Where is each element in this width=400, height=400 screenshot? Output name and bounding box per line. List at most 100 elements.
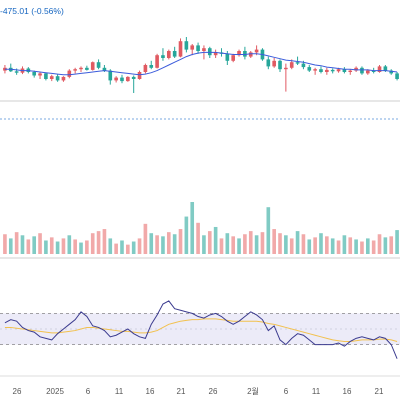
volume-bar	[330, 238, 335, 254]
candle-body	[202, 48, 206, 51]
candle-body	[14, 71, 19, 73]
candle-body	[266, 59, 271, 67]
volume-bar	[178, 229, 183, 254]
rsi-signal-line	[4, 318, 398, 342]
candle-body	[207, 48, 212, 56]
volume-bar	[354, 239, 358, 254]
candle	[243, 46, 247, 60]
volume-pane[interactable]	[0, 202, 400, 259]
volume-bar	[360, 241, 364, 254]
volume-bar	[266, 207, 271, 254]
volume-bar	[196, 222, 200, 254]
candle	[90, 61, 95, 71]
candle-body	[213, 52, 218, 56]
candle	[73, 67, 77, 74]
moving-average-line	[4, 51, 398, 76]
candle-body	[126, 76, 130, 82]
volume-bar	[336, 240, 341, 254]
volume-bar	[254, 235, 259, 254]
volume-bar	[389, 236, 394, 254]
candle	[184, 37, 189, 53]
volume-bar	[301, 234, 306, 254]
candle	[8, 63, 13, 72]
candle-body	[395, 73, 399, 79]
volume-bar	[307, 239, 312, 254]
candle-body	[172, 51, 177, 57]
candle-body	[161, 55, 165, 58]
volume-bar	[14, 232, 19, 254]
volume-bar	[348, 237, 353, 254]
volume-bar	[114, 243, 118, 254]
volume-bar	[231, 236, 236, 254]
candle	[213, 49, 218, 58]
volume-bar	[319, 233, 323, 254]
volume-bar	[248, 231, 253, 254]
candle-body	[336, 69, 341, 72]
volume-bar	[108, 238, 113, 254]
candle-body	[231, 55, 236, 61]
volume-bar	[365, 238, 370, 254]
x-tick-label: 21	[177, 387, 186, 396]
candle-body	[108, 70, 113, 81]
candle	[377, 65, 382, 73]
candle-body	[389, 70, 394, 74]
candle	[67, 69, 72, 79]
candle-body	[184, 41, 189, 50]
x-tick-label: 16	[343, 387, 352, 396]
volume-bar	[219, 238, 224, 254]
candle	[143, 63, 148, 74]
candle	[248, 51, 253, 58]
volume-bar	[149, 233, 154, 254]
candle-body	[295, 62, 300, 64]
price-pane[interactable]	[0, 37, 400, 120]
volume-bar	[90, 233, 95, 254]
candle	[44, 72, 48, 81]
volume-bar	[126, 244, 130, 254]
candle-body	[348, 70, 353, 72]
candle-body	[120, 77, 124, 82]
candle-body	[225, 53, 230, 61]
x-tick-label: 11	[115, 387, 124, 396]
volume-bar	[32, 236, 37, 254]
volume-bar	[325, 236, 329, 254]
candle	[295, 56, 300, 65]
volume-bar	[395, 230, 399, 254]
x-tick-label: 6	[284, 387, 289, 396]
candle-body	[278, 60, 282, 70]
candle	[114, 76, 118, 83]
volume-bar	[67, 235, 72, 254]
candle-body	[313, 69, 317, 71]
volume-bar	[213, 226, 218, 254]
rsi-pane[interactable]	[0, 300, 400, 359]
candle-body	[319, 69, 323, 72]
candle	[149, 60, 154, 70]
candle	[178, 38, 183, 58]
candle	[237, 49, 241, 57]
candle-body	[32, 72, 37, 76]
x-tick-label: 16	[146, 387, 155, 396]
candle-body	[284, 67, 288, 70]
x-tick-label: 2월	[247, 386, 259, 396]
rsi-line	[4, 300, 398, 359]
x-tick-label: 26	[13, 387, 22, 396]
candle-body	[67, 70, 72, 77]
x-tick-label: 11	[312, 387, 321, 396]
volume-bar	[26, 239, 31, 254]
candle-body	[143, 65, 148, 72]
candle-body	[196, 45, 200, 51]
x-tick-label: 21	[375, 387, 384, 396]
candle-body	[190, 45, 195, 50]
candle-body	[49, 76, 54, 79]
candle	[79, 66, 83, 72]
volume-bar	[161, 236, 165, 254]
volume-bar	[137, 238, 142, 254]
volume-bar	[85, 240, 89, 254]
volume-bar	[284, 235, 288, 254]
volume-bar	[243, 234, 247, 254]
candle-body	[79, 67, 83, 70]
volume-bar	[102, 229, 107, 254]
volume-bar	[143, 223, 148, 254]
candle-body	[55, 76, 60, 81]
